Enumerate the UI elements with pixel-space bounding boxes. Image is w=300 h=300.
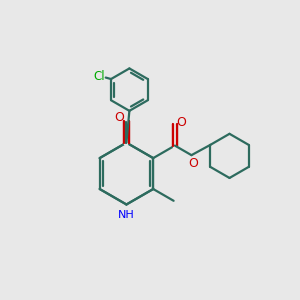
- Text: O: O: [176, 116, 186, 129]
- Text: O: O: [188, 157, 198, 170]
- Text: Cl: Cl: [93, 70, 105, 83]
- Text: O: O: [114, 111, 124, 124]
- Text: NH: NH: [118, 210, 135, 220]
